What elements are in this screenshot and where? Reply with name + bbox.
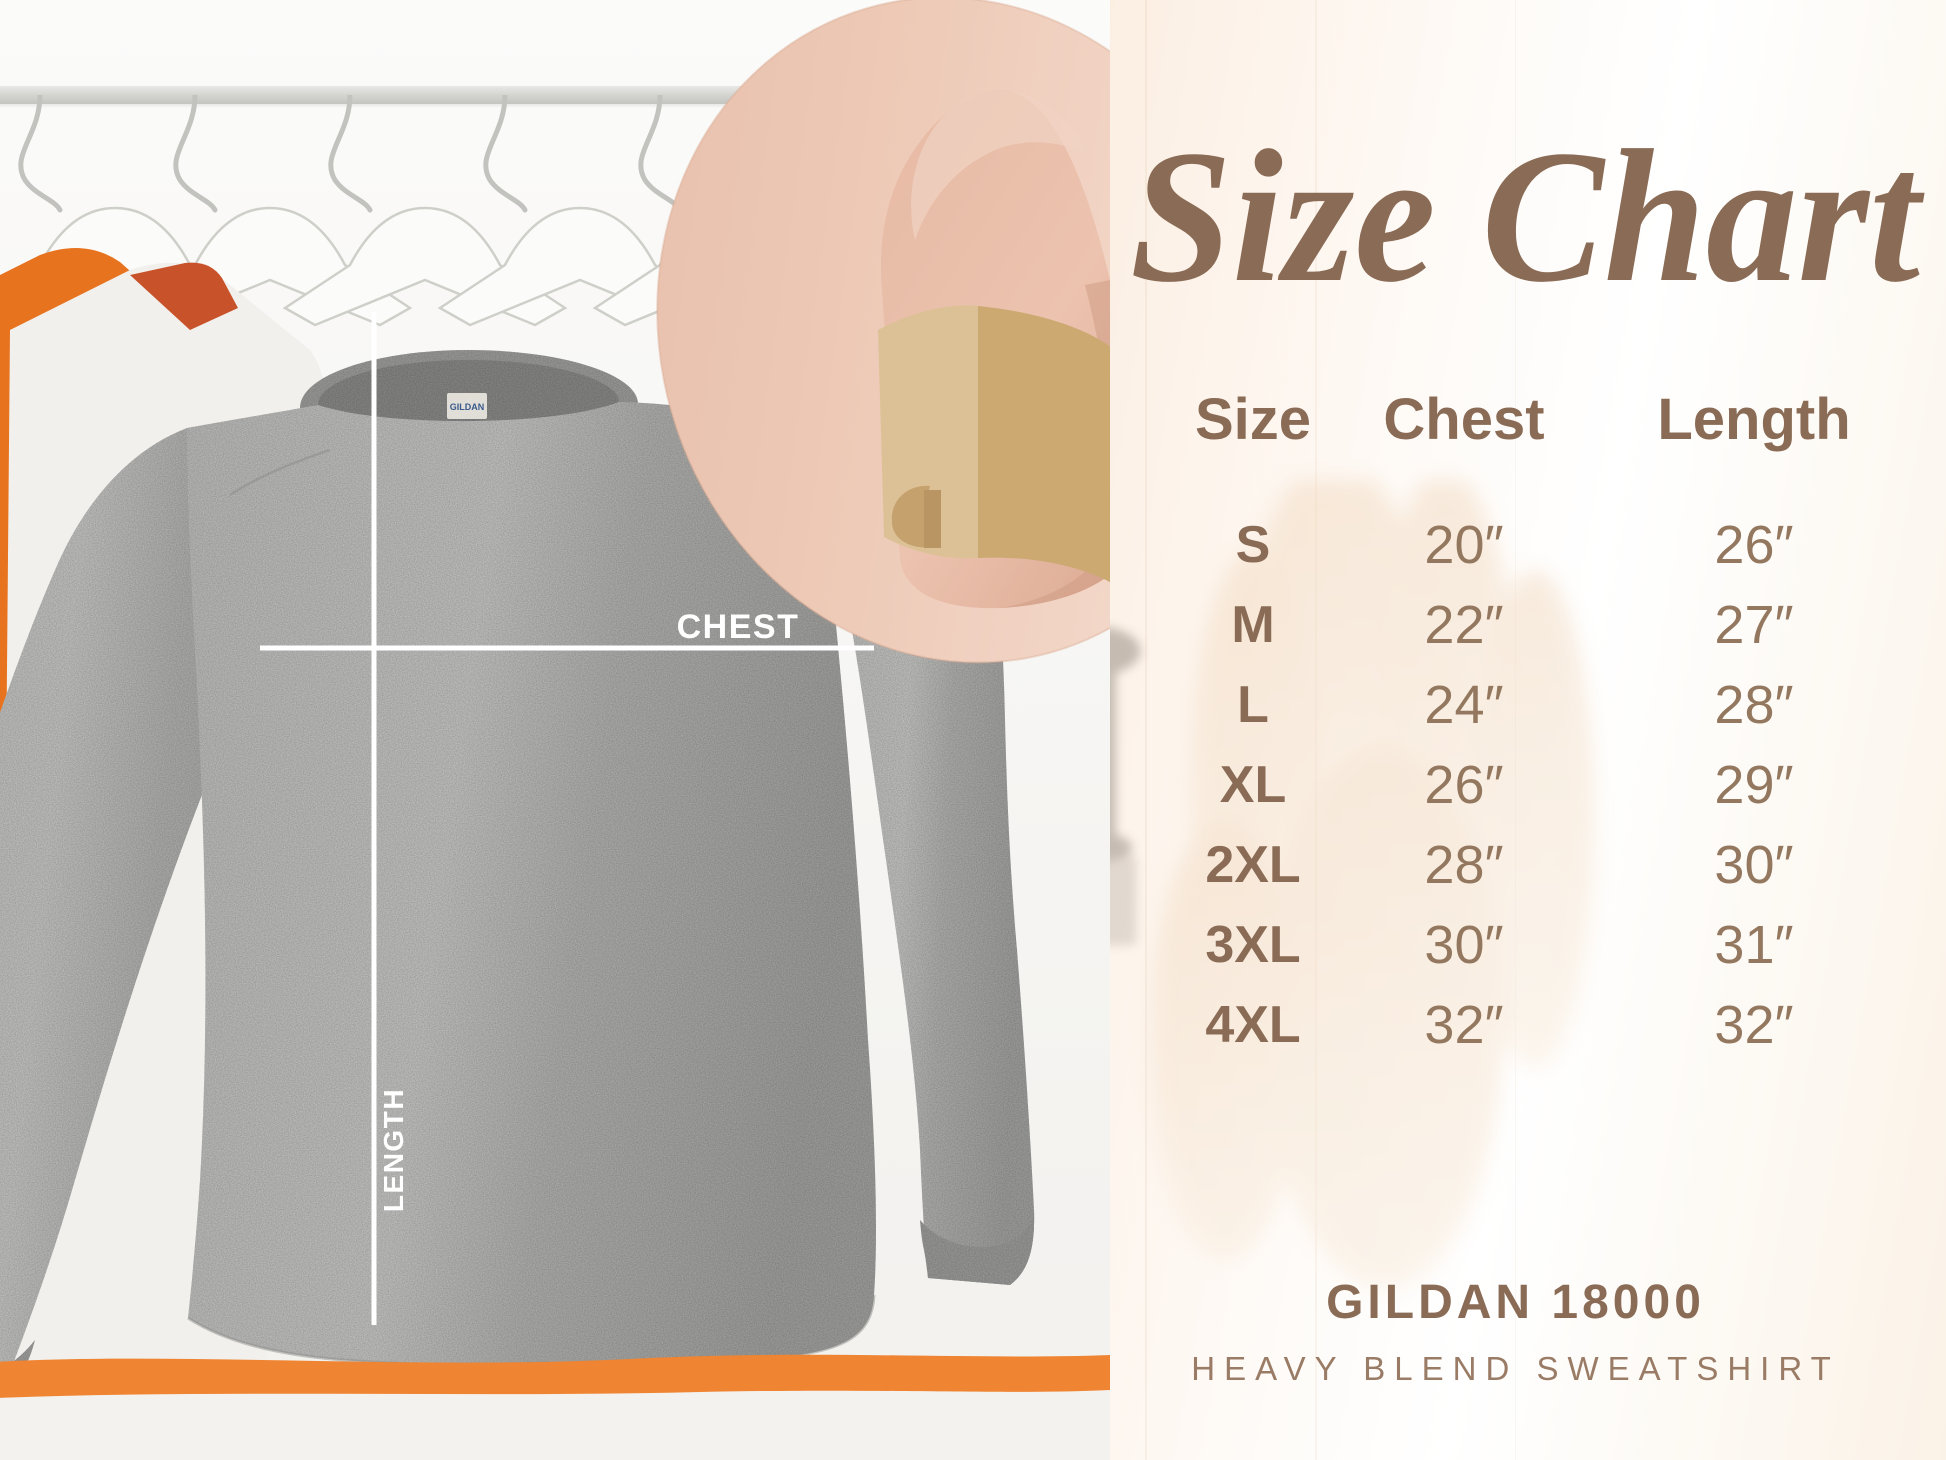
- svg-text:Size Chart: Size Chart: [1130, 112, 1925, 322]
